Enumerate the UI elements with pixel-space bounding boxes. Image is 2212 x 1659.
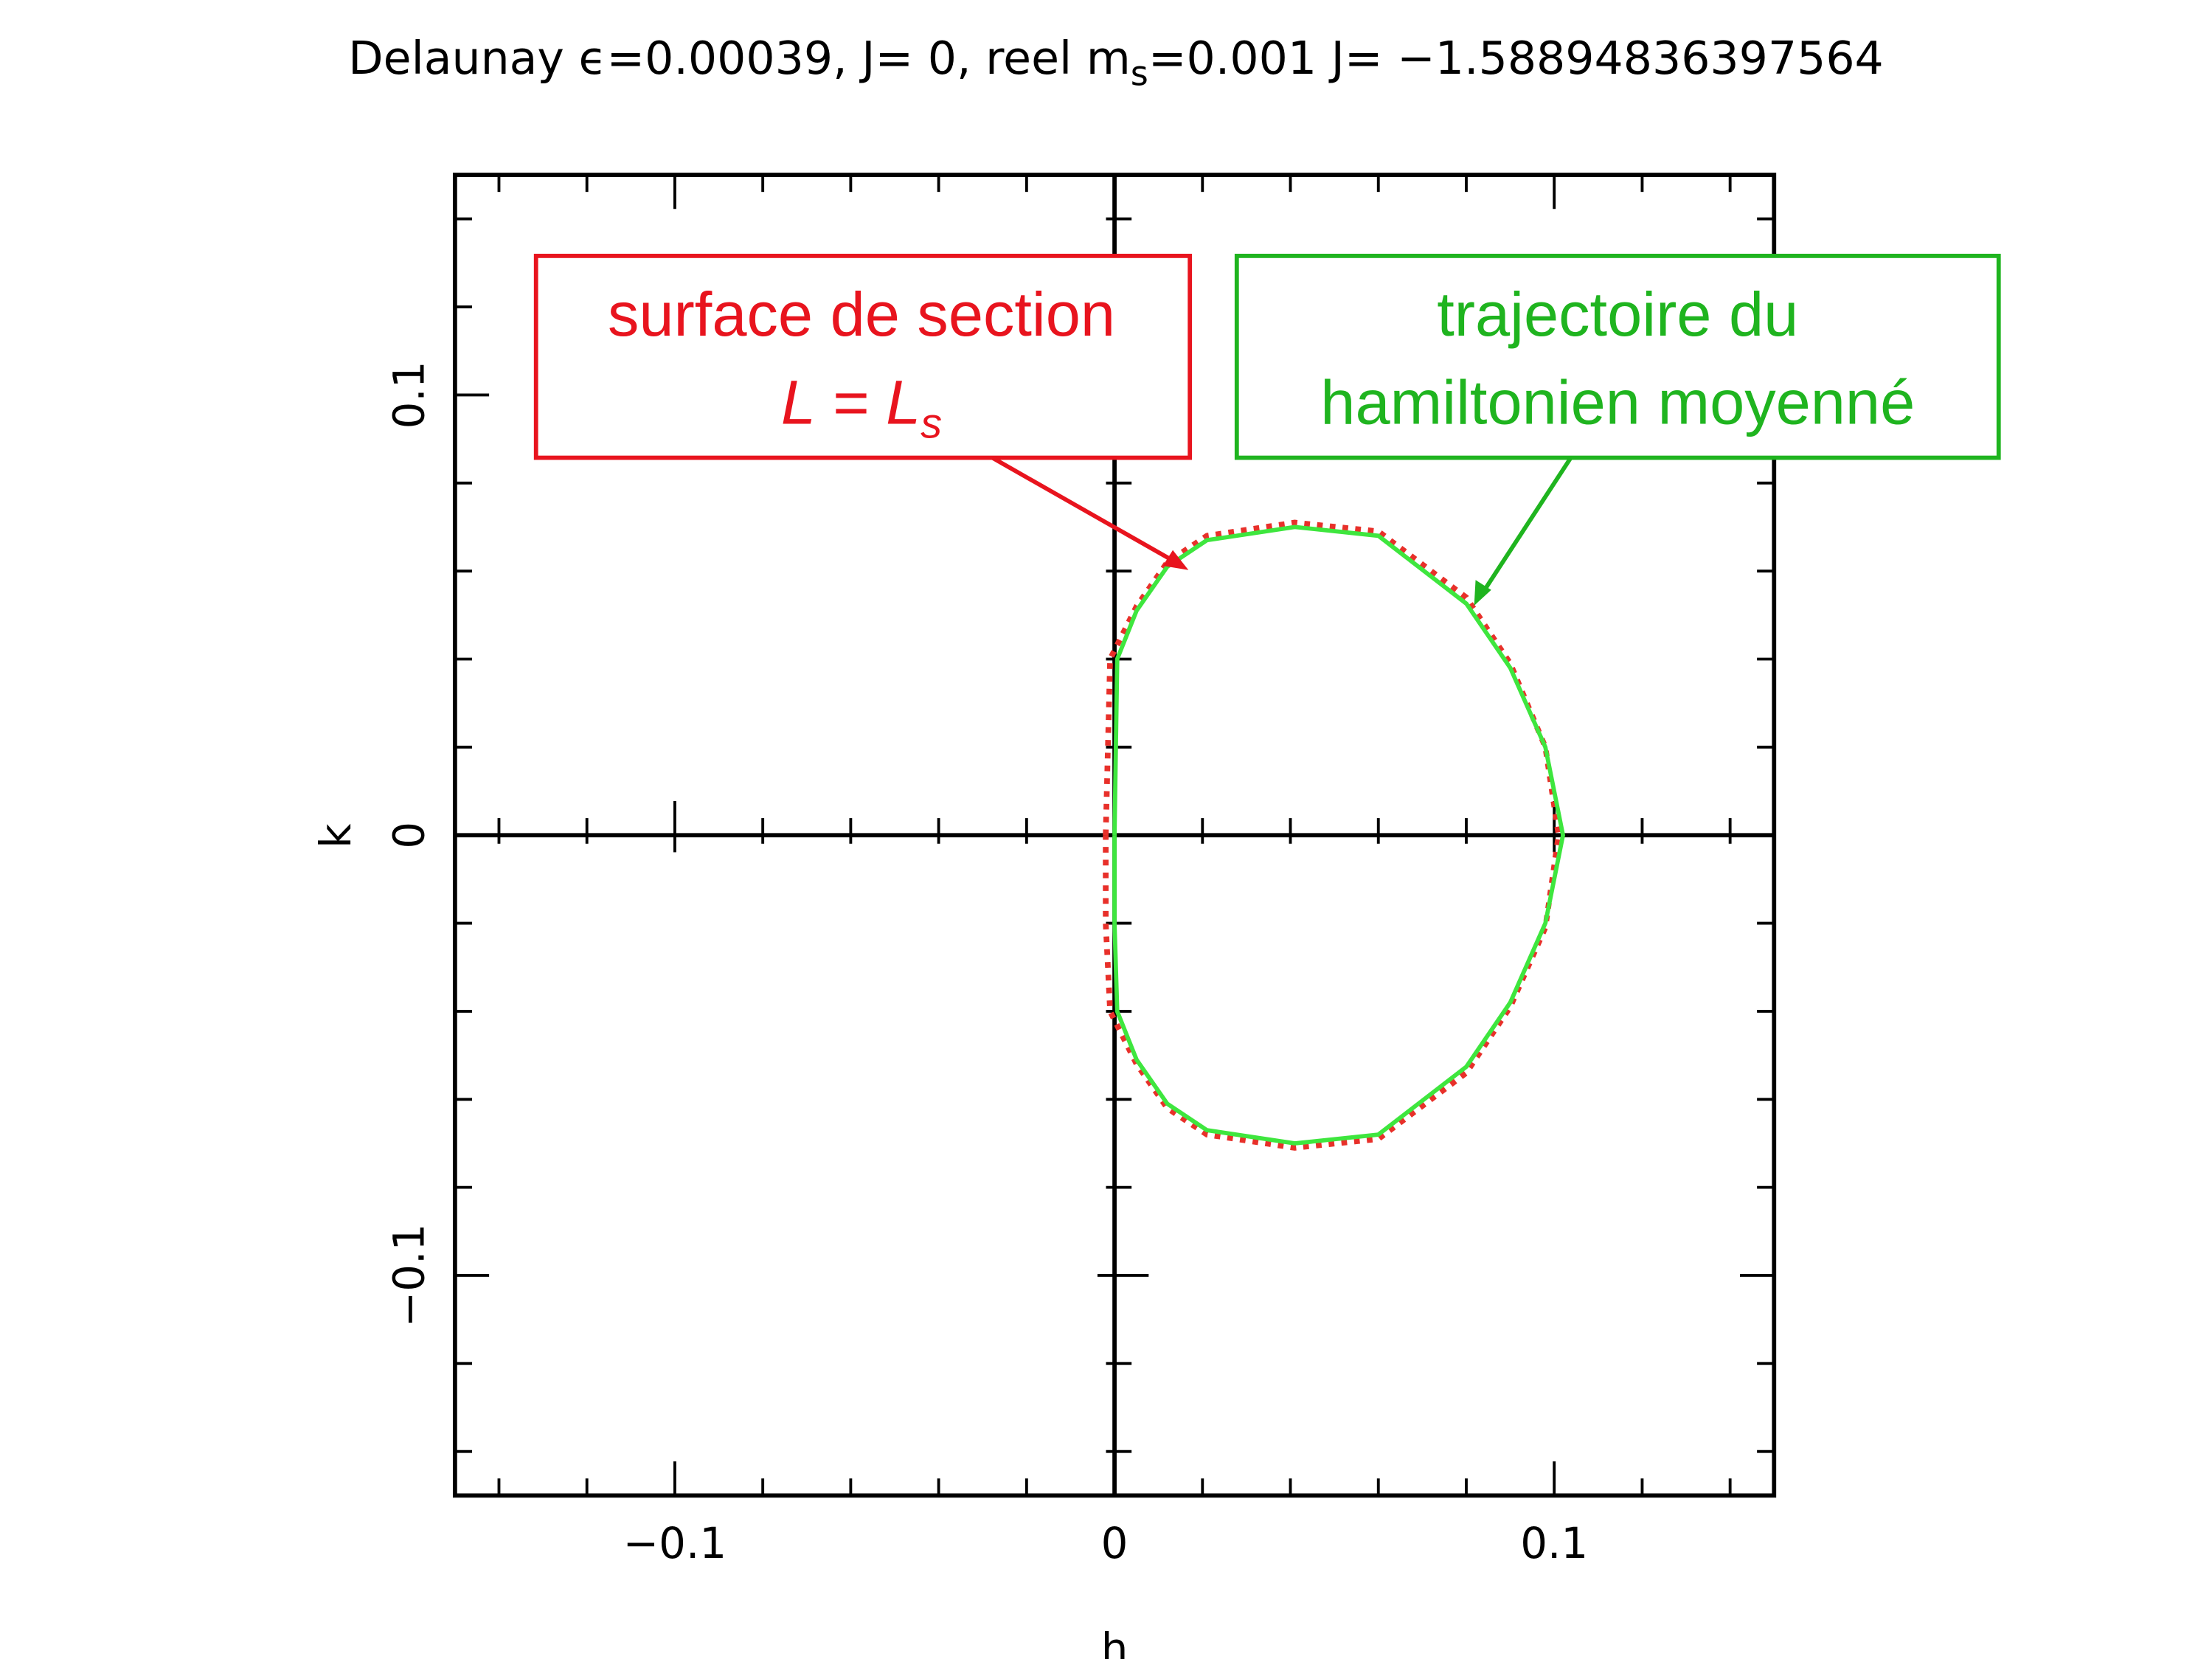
y-tick-label: 0.1 bbox=[384, 361, 434, 429]
x-tick-label: 0.1 bbox=[1520, 1518, 1588, 1568]
annotation-arrow bbox=[1480, 456, 1573, 595]
annotation-text: hamiltonien moyenné bbox=[1320, 367, 1915, 437]
x-tick-label: 0 bbox=[1101, 1518, 1128, 1568]
annotation-text: surface de section bbox=[608, 279, 1115, 349]
y-axis-label: k bbox=[311, 823, 361, 848]
y-tick-label: −0.1 bbox=[384, 1224, 434, 1327]
annotation-text: trajectoire du bbox=[1437, 279, 1798, 349]
plot-area bbox=[452, 173, 1777, 1498]
math-subscript: s bbox=[920, 401, 942, 448]
title-main: Delaunay ϵ=0.00039, J= 0, reel m bbox=[348, 32, 1131, 85]
arrow-head bbox=[1474, 580, 1491, 606]
title-rest: =0.001 J= −1.58894836397564 bbox=[1148, 32, 1884, 85]
annotation-math: L = Ls bbox=[781, 367, 942, 447]
annotation-arrow bbox=[991, 456, 1179, 565]
annotation-box bbox=[533, 253, 1193, 460]
y-tick-label: 0 bbox=[384, 822, 434, 849]
x-tick-label: −0.1 bbox=[623, 1518, 727, 1568]
annotation-box bbox=[1234, 253, 2001, 460]
arrow-head bbox=[1162, 550, 1189, 570]
title-subscript: s bbox=[1131, 54, 1148, 94]
chart-title: Delaunay ϵ=0.00039, J= 0, reel ms=0.001 … bbox=[348, 32, 1884, 93]
annotations: surface de section L = Ls trajectoire du ha… bbox=[533, 253, 2001, 606]
series-line bbox=[1112, 524, 1566, 1146]
math-base: L = L bbox=[781, 367, 920, 437]
x-axis-label: h bbox=[1101, 1624, 1128, 1659]
